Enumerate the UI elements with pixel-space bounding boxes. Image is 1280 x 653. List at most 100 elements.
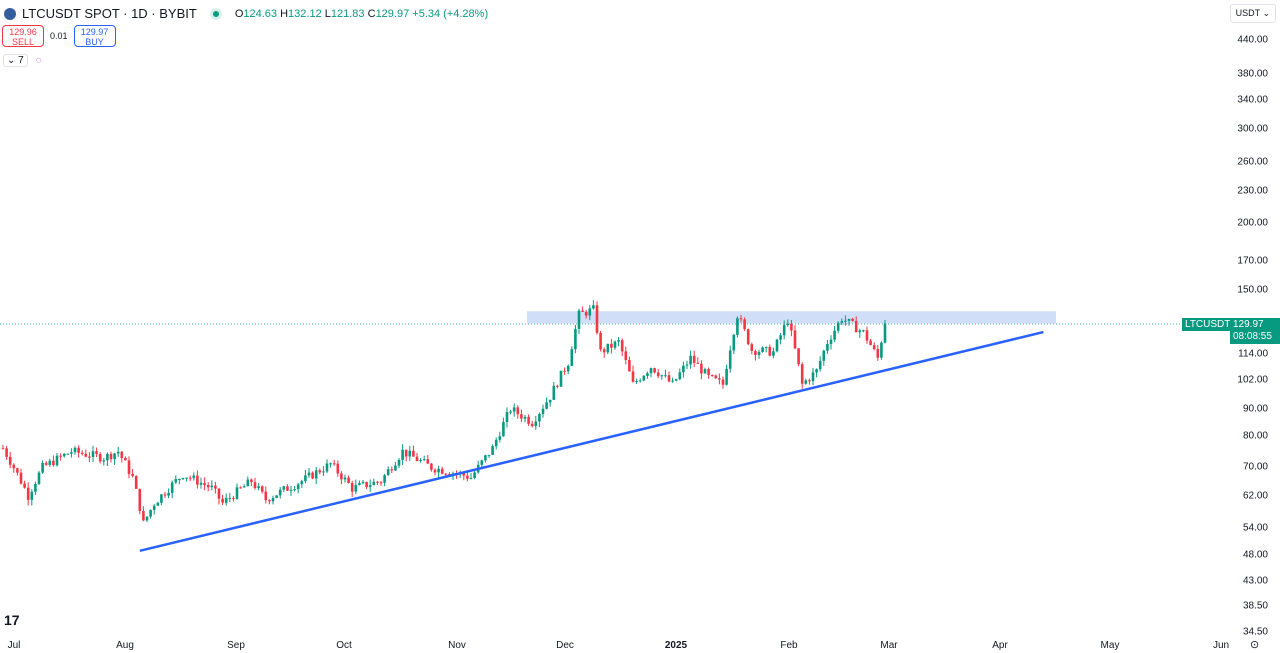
candle-body bbox=[102, 460, 106, 462]
candle-body bbox=[343, 477, 347, 480]
price-tick: 114.00 bbox=[1238, 348, 1268, 360]
candle-body bbox=[278, 489, 282, 496]
candle-body bbox=[487, 454, 491, 456]
settings-icon[interactable]: ⊙ bbox=[1250, 639, 1260, 651]
currency-select[interactable]: USDT ⌄ bbox=[1229, 4, 1276, 23]
candle-body bbox=[1, 448, 5, 450]
candle-body bbox=[746, 329, 750, 345]
candle-body bbox=[559, 370, 563, 387]
candle-body bbox=[163, 494, 167, 496]
candle-body bbox=[386, 469, 390, 476]
candle-body bbox=[606, 343, 610, 353]
candle-body bbox=[642, 375, 646, 381]
candle-body bbox=[617, 340, 620, 342]
indicators-toggle[interactable]: ⌄ 7 bbox=[3, 54, 28, 67]
candle-body bbox=[192, 475, 196, 479]
candle-body bbox=[138, 488, 142, 512]
candle-body bbox=[772, 351, 775, 356]
candle-body bbox=[804, 380, 808, 384]
candle-body bbox=[588, 308, 592, 316]
candle-body bbox=[775, 339, 779, 352]
candle-body bbox=[116, 451, 120, 454]
candle-body bbox=[829, 339, 833, 345]
candle-body bbox=[5, 448, 8, 457]
candle-body bbox=[754, 350, 757, 355]
candle-body bbox=[361, 481, 365, 484]
candle-body bbox=[19, 472, 23, 484]
candle-body bbox=[307, 472, 311, 476]
candle-body bbox=[836, 322, 840, 331]
candle-body bbox=[235, 487, 239, 499]
candle-body bbox=[185, 477, 188, 479]
buy-button[interactable]: 129.97 BUY bbox=[73, 25, 116, 47]
candle-body bbox=[170, 482, 174, 493]
candle-body bbox=[250, 479, 253, 483]
candle-body bbox=[8, 456, 12, 465]
candle-body bbox=[700, 363, 703, 374]
candle-body bbox=[818, 360, 822, 370]
candle-body bbox=[523, 416, 527, 419]
candle-body bbox=[347, 477, 350, 484]
candle-body bbox=[124, 457, 127, 461]
candle-body bbox=[376, 481, 379, 483]
candle-body bbox=[329, 463, 332, 465]
candle-body bbox=[707, 369, 710, 375]
candle-body bbox=[592, 305, 595, 309]
candle-body bbox=[811, 372, 815, 381]
candle-body bbox=[545, 402, 548, 409]
candle-body bbox=[743, 319, 746, 330]
candle-body bbox=[696, 362, 700, 364]
candle-body bbox=[440, 468, 444, 474]
candle-body bbox=[91, 451, 95, 457]
candle-body bbox=[98, 453, 102, 462]
candle-body bbox=[624, 351, 628, 360]
candle-body bbox=[638, 380, 642, 382]
candle-body bbox=[880, 342, 883, 358]
loading-icon: ◌ bbox=[35, 55, 42, 66]
candle-body bbox=[304, 475, 307, 482]
candle-body bbox=[16, 468, 19, 473]
candle-body bbox=[858, 330, 862, 333]
candle-body bbox=[206, 485, 210, 488]
candle-body bbox=[764, 346, 768, 348]
candle-body bbox=[566, 365, 570, 372]
candle-body bbox=[365, 481, 368, 488]
candle-body bbox=[282, 486, 286, 490]
time-tick: Nov bbox=[448, 640, 466, 651]
candle-body bbox=[246, 479, 250, 487]
candle-body bbox=[822, 350, 826, 361]
price-tick: 38.50 bbox=[1242, 600, 1268, 612]
last-price-tag: 129.97 08:08:55 bbox=[1230, 318, 1280, 344]
candle-body bbox=[876, 349, 880, 358]
price-tick: 70.00 bbox=[1242, 461, 1268, 473]
symbol-title[interactable]: LTCUSDT SPOT · 1D · BYBIT bbox=[22, 6, 197, 21]
candle-body bbox=[736, 318, 739, 335]
candle-body bbox=[494, 439, 498, 447]
candle-body bbox=[253, 482, 257, 489]
candle-body bbox=[300, 481, 304, 485]
candle-body bbox=[109, 453, 113, 460]
candle-body bbox=[538, 413, 541, 422]
candle-body bbox=[653, 368, 656, 373]
candle-body bbox=[293, 489, 296, 491]
candle-body bbox=[372, 481, 376, 486]
candle-body bbox=[232, 498, 235, 500]
candle-body bbox=[181, 478, 185, 480]
candle-body bbox=[379, 482, 383, 484]
candle-body bbox=[739, 318, 743, 320]
price-tick: 300.00 bbox=[1237, 123, 1268, 135]
candle-body bbox=[390, 469, 394, 471]
candle-body bbox=[271, 497, 275, 502]
candle-body bbox=[563, 370, 566, 372]
candle-body bbox=[174, 479, 178, 483]
time-tick: Jul bbox=[7, 640, 21, 651]
candle-body bbox=[368, 485, 372, 488]
sell-button[interactable]: 129.96 SELL bbox=[2, 25, 44, 47]
candle-body bbox=[394, 465, 397, 471]
candle-body bbox=[149, 509, 152, 517]
candle-body bbox=[570, 349, 574, 366]
candle-body bbox=[77, 447, 80, 453]
candle-body bbox=[210, 485, 214, 488]
candle-body bbox=[142, 511, 145, 521]
